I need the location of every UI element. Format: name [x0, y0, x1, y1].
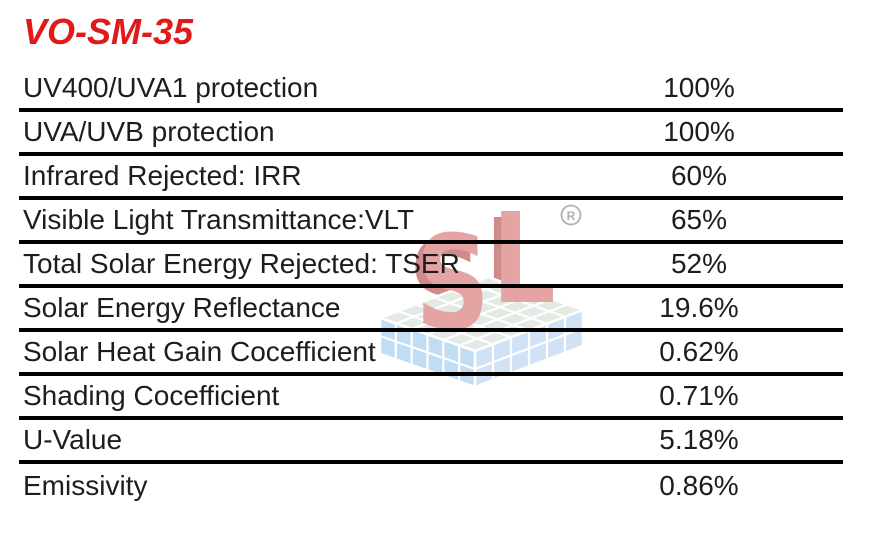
- logo-letter-l: L: [492, 190, 556, 332]
- table-row: Emissivity 0.86%: [19, 464, 843, 508]
- spec-table: UV400/UVA1 protection 100% UVA/UVB prote…: [19, 68, 843, 508]
- table-row: Visible Light Transmittance:VLT 65%: [19, 200, 843, 244]
- spec-label: Visible Light Transmittance:VLT: [23, 204, 415, 235]
- table-row: UV400/UVA1 protection 100%: [19, 68, 843, 112]
- spec-label: Shading Cocefficient: [23, 380, 280, 411]
- logo-letters: S L: [415, 190, 556, 359]
- spec-label: Infrared Rejected: IRR: [23, 160, 302, 191]
- registered-trademark-letter: R: [567, 209, 576, 223]
- table-row: UVA/UVB protection 100%: [19, 112, 843, 156]
- spec-value: 52%: [670, 248, 728, 279]
- spec-label: UVA/UVB protection: [23, 116, 275, 147]
- spec-value: 60%: [670, 160, 728, 191]
- registered-trademark-icon: R: [560, 204, 582, 226]
- spec-label: U-Value: [23, 424, 123, 455]
- spec-value: 100%: [663, 116, 735, 147]
- cube-platform-top: [378, 275, 585, 353]
- spec-label: Solar Heat Gain Cocefficient: [23, 336, 376, 367]
- spec-value: 0.86%: [659, 470, 739, 501]
- table-row: Infrared Rejected: IRR 60%: [19, 156, 843, 200]
- spec-value: 100%: [663, 72, 735, 103]
- table-row: Solar Energy Reflectance 19.6%: [19, 288, 843, 332]
- logo-letter-s: S: [415, 208, 490, 359]
- spec-value: 65%: [670, 204, 728, 235]
- spec-label: UV400/UVA1 protection: [23, 72, 319, 103]
- spec-value: 5.18%: [659, 424, 739, 455]
- spec-value: 0.62%: [659, 336, 739, 367]
- table-row: Solar Heat Gain Cocefficient 0.62%: [19, 332, 843, 376]
- spec-label: Total Solar Energy Rejected: TSER: [23, 248, 460, 279]
- product-title: VO-SM-35: [23, 11, 194, 52]
- spec-label: Solar Energy Reflectance: [23, 292, 341, 323]
- spec-value: 19.6%: [659, 292, 739, 323]
- spec-value: 0.71%: [659, 380, 739, 411]
- spec-label: Emissivity: [23, 470, 148, 501]
- table-row: U-Value 5.18%: [19, 420, 843, 464]
- table-row: Shading Cocefficient 0.71%: [19, 376, 843, 420]
- table-row: Total Solar Energy Rejected: TSER 52%: [19, 244, 843, 288]
- sl-cube-logo-watermark: S L: [378, 190, 585, 389]
